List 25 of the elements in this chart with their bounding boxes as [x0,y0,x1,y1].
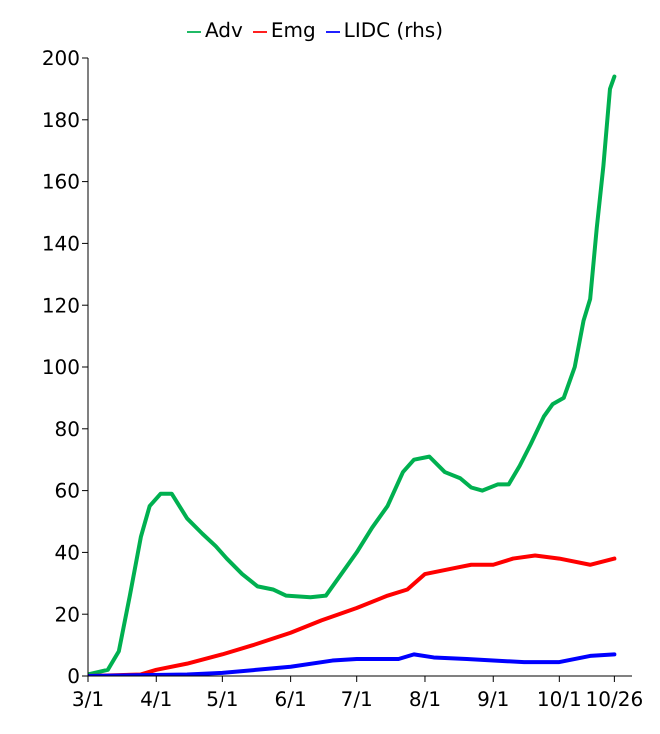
y-tick-label: 140 [42,232,80,256]
legend-label: Adv [204,18,243,42]
y-tick-label: 160 [42,170,80,194]
legend-label: LIDC (rhs) [344,18,444,42]
x-tick-label: 10/26 [586,687,644,712]
x-tick-label: 3/1 [72,687,104,712]
y-tick-label: 0 [67,664,80,688]
y-tick-label: 20 [54,602,80,626]
y-tick-label: 180 [42,108,80,132]
x-tick-label: 10/1 [536,687,582,712]
y-tick-label: 80 [54,416,80,441]
x-tick-label: 9/1 [477,687,510,712]
y-tick-label: 120 [42,293,80,318]
x-tick-label: 5/1 [206,687,238,712]
legend-label: Emg [270,18,316,42]
y-tick-label: 200 [42,46,80,70]
x-tick-label: 8/1 [408,687,442,712]
y-tick-label: 60 [54,478,80,503]
y-tick-label: 100 [42,355,80,380]
line-series [88,74,616,676]
x-tick-label: 7/1 [340,687,373,712]
y-tick-label: 40 [54,540,80,564]
x-tick-label: 4/1 [140,687,172,712]
line-series [88,652,616,676]
x-tick-label: 6/1 [274,687,307,712]
